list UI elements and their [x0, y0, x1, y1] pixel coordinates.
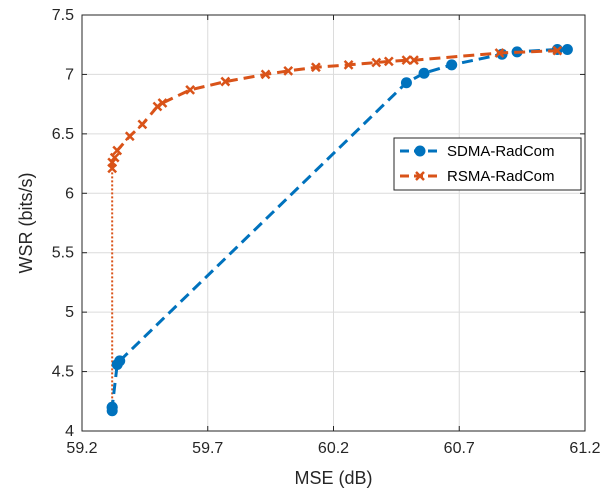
sdma-data-point [446, 59, 457, 70]
x-axis-label: MSE (dB) [294, 468, 372, 488]
sdma-data-point [419, 68, 430, 79]
sdma-data-point [401, 77, 412, 88]
y-tick-label: 4.5 [52, 364, 74, 381]
legend-marker-sdma [415, 146, 426, 157]
y-tick-label: 7 [65, 66, 74, 83]
y-axis-label: WSR (bits/s) [16, 173, 36, 274]
x-tick-label: 61.2 [569, 440, 600, 457]
legend-label-sdma: SDMA-RadCom [447, 143, 555, 160]
sdma-data-point [107, 402, 118, 413]
legend-label-rsma: RSMA-RadCom [447, 168, 555, 185]
y-tick-label: 6.5 [52, 126, 74, 143]
y-tick-label: 5.5 [52, 245, 74, 262]
sdma-data-point [562, 44, 573, 55]
y-tick-label: 5 [65, 304, 74, 321]
y-tick-label: 6 [65, 185, 74, 202]
y-tick-label: 4 [65, 423, 74, 440]
x-tick-label: 59.2 [66, 440, 97, 457]
sdma-data-point [114, 355, 125, 366]
y-tick-label: 7.5 [52, 7, 74, 24]
x-tick-label: 60.7 [444, 440, 475, 457]
x-tick-label: 60.2 [318, 440, 349, 457]
x-tick-label: 59.7 [192, 440, 223, 457]
legend: SDMA-RadCom RSMA-RadCom [394, 138, 581, 190]
